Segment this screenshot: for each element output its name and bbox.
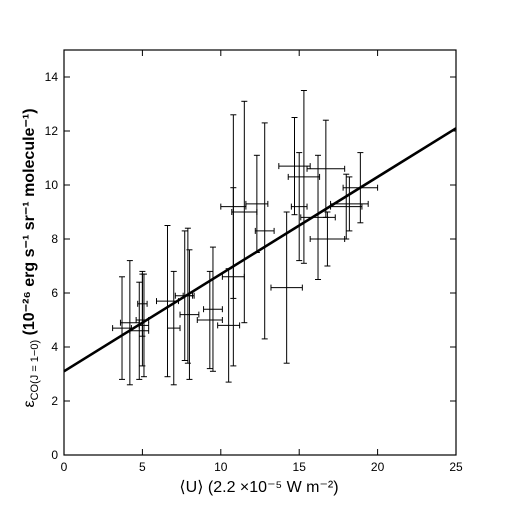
- y-axis-units: (10⁻²⁶ erg s⁻¹ sr⁻¹ molecule⁻¹): [21, 108, 38, 339]
- data-point: [217, 268, 241, 383]
- data-point: [278, 117, 311, 216]
- data-point: [231, 100, 258, 324]
- data-point: [112, 276, 132, 380]
- data-point: [179, 249, 200, 380]
- data-point: [306, 119, 346, 218]
- x-tick-label: 0: [61, 460, 68, 474]
- data-point: [300, 154, 336, 280]
- y-tick-label: 8: [51, 232, 58, 246]
- data-point: [203, 246, 223, 372]
- y-tick-label: 10: [45, 178, 59, 192]
- y-axis-subscript: CO(J = 1−0): [29, 340, 41, 401]
- data-point: [330, 173, 363, 240]
- x-tick-label: 15: [293, 460, 307, 474]
- y-tick-label: 4: [51, 340, 58, 354]
- y-tick-label: 14: [45, 70, 59, 84]
- x-tick-label: 20: [371, 460, 385, 474]
- data-point: [270, 211, 303, 364]
- x-tick-label: 5: [139, 460, 146, 474]
- plot-frame: [63, 49, 457, 456]
- data-point: [196, 270, 223, 370]
- data-point: [290, 152, 308, 262]
- data-point: [138, 273, 150, 378]
- y-tick-label: 6: [51, 286, 58, 300]
- y-tick-label: 2: [51, 394, 58, 408]
- fit-line: [63, 127, 457, 373]
- data-point: [254, 122, 275, 340]
- y-axis-title: εCO(J = 1−0) (10⁻²⁶ erg s⁻¹ sr⁻¹ molecul…: [21, 108, 41, 407]
- y-tick-label: 12: [45, 124, 59, 138]
- data-point: [166, 270, 181, 386]
- chart-marks: [63, 90, 457, 386]
- data-point: [129, 281, 150, 380]
- axis-ticks: 0 5 10 15 20 25 0 2 4 6 8 10 12 14: [45, 50, 463, 474]
- y-axis-symbol: ε: [21, 400, 38, 407]
- x-tick-label: 10: [214, 460, 228, 474]
- x-tick-label: 25: [449, 460, 463, 474]
- data-point: [287, 90, 321, 264]
- data-point: [309, 211, 346, 267]
- y-tick-label: 0: [51, 448, 58, 462]
- x-axis-title: ⟨U⟩ (2.2 ×10⁻⁵ W m⁻²): [179, 479, 338, 496]
